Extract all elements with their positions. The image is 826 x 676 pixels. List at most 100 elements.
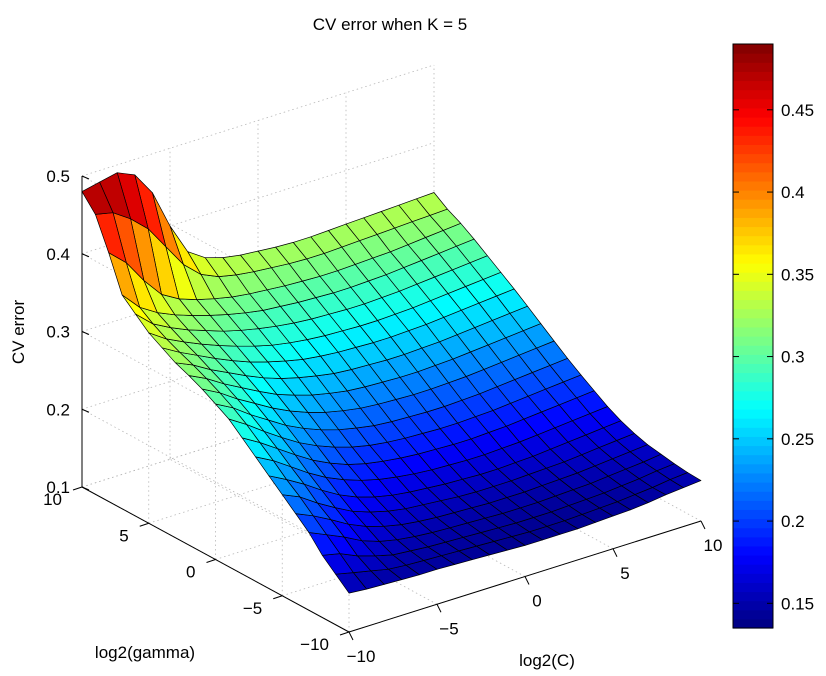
colorbar-swatch	[733, 226, 773, 237]
colorbar-swatch	[733, 500, 773, 510]
colorbar-swatch	[733, 253, 773, 264]
colorbar-swatch	[733, 445, 773, 456]
colorbar-swatch	[733, 573, 773, 583]
x-tick-label: 10	[704, 536, 723, 555]
colorbar-swatch	[733, 591, 773, 602]
colorbar-swatch	[733, 582, 773, 593]
colorbar-swatch	[733, 117, 773, 127]
y-tick	[339, 631, 350, 636]
colorbar-swatch	[733, 326, 773, 337]
x-tick	[612, 548, 618, 557]
colorbar-swatch	[733, 472, 773, 483]
colorbar-swatch	[733, 89, 773, 100]
z-tick	[81, 331, 90, 335]
z-axis-label: CV error	[9, 300, 28, 365]
colorbar-swatch	[733, 44, 773, 54]
colorbar-swatch	[733, 491, 773, 501]
colorbar-swatch	[733, 53, 773, 63]
colorbar-swatch	[733, 463, 773, 474]
colorbar-swatch	[733, 609, 773, 620]
x-tick	[700, 520, 706, 530]
colorbar-swatch	[733, 381, 773, 392]
colorbar-swatch	[733, 126, 773, 136]
colorbar-swatch	[733, 153, 773, 164]
z-tick-label: 0.2	[46, 400, 70, 419]
x-tick-label: 5	[620, 564, 629, 583]
surface-patch	[81, 181, 114, 215]
colorbar-tick-label: 0.2	[781, 512, 805, 531]
colorbar-swatch	[733, 482, 773, 492]
y-tick-label: 0	[186, 563, 195, 582]
colorbar-swatch	[733, 162, 773, 173]
chart-title: CV error when K = 5	[313, 15, 468, 34]
colorbar-swatch	[733, 80, 773, 91]
colorbar-tick-label: 0.35	[781, 265, 814, 284]
y-tick	[72, 486, 83, 491]
colorbar-tick-label: 0.3	[781, 348, 805, 367]
colorbar-swatch	[733, 454, 773, 465]
colorbar-swatch	[733, 536, 773, 547]
colorbar-tick-label: 0.4	[781, 183, 805, 202]
grid-line	[81, 142, 435, 255]
colorbar-tick-label: 0.15	[781, 594, 814, 613]
colorbar-swatch	[733, 98, 773, 109]
x-tick	[524, 576, 530, 585]
colorbar-swatch	[733, 600, 773, 611]
colorbar-swatch	[733, 190, 773, 200]
x-tick	[348, 631, 354, 641]
colorbar-swatch	[733, 390, 773, 401]
colorbar-swatch	[733, 308, 773, 319]
y-tick-label: 10	[43, 490, 62, 509]
y-tick	[206, 559, 216, 563]
grid-line	[81, 408, 350, 555]
colorbar-swatch	[733, 372, 773, 383]
y-tick-label: −10	[300, 635, 329, 654]
colorbar-swatch	[733, 317, 773, 328]
colorbar-swatch	[733, 71, 773, 82]
colorbar-swatch	[733, 199, 773, 209]
colorbar-tick-label: 0.25	[781, 430, 814, 449]
colorbar-swatch	[733, 564, 773, 574]
colorbar-swatch	[733, 545, 773, 556]
colorbar-swatch	[733, 235, 773, 246]
colorbar-swatch	[733, 244, 773, 255]
colorbar-tick-label: 0.45	[781, 101, 814, 120]
colorbar-swatch	[733, 509, 773, 520]
colorbar: 0.15 0.2 0.25 0.3 0.35 0.4 0.45	[732, 43, 814, 629]
z-tick	[81, 253, 90, 258]
x-tick-label: −5	[439, 619, 458, 638]
z-tick-label: 0.5	[46, 167, 70, 186]
colorbar-swatch	[733, 518, 773, 529]
z-tick	[81, 175, 90, 180]
colorbar-swatch	[733, 336, 773, 346]
colorbar-swatch	[733, 555, 773, 565]
colorbar-swatch	[733, 354, 773, 364]
colorbar-swatch	[733, 107, 773, 118]
colorbar-swatch	[733, 418, 773, 428]
colorbar-swatch	[733, 180, 773, 191]
x-tick-label: −10	[347, 647, 376, 666]
z-tick-label: 0.1	[46, 478, 70, 497]
y-axis-label: log2(gamma)	[95, 643, 195, 662]
y-tick-label: −5	[243, 599, 262, 618]
surface-plot	[81, 172, 702, 594]
z-tick	[81, 486, 90, 491]
z-tick	[81, 408, 90, 413]
colorbar-swatch	[733, 299, 773, 310]
z-tick-label: 0.3	[46, 323, 70, 342]
colorbar-swatch	[733, 345, 773, 355]
colorbar-swatch	[733, 399, 773, 410]
y-tick	[139, 522, 149, 527]
colorbar-swatch	[733, 263, 773, 273]
x-tick-label: 0	[532, 592, 541, 611]
x-tick	[436, 604, 442, 613]
colorbar-swatch	[733, 272, 773, 282]
colorbar-swatch	[733, 527, 773, 538]
colorbar-swatch	[733, 144, 773, 155]
colorbar-swatch	[733, 135, 773, 145]
y-tick	[273, 595, 283, 600]
x-axis-label: log2(C)	[519, 651, 575, 670]
colorbar-swatch	[733, 62, 773, 72]
colorbar-swatch	[733, 427, 773, 437]
